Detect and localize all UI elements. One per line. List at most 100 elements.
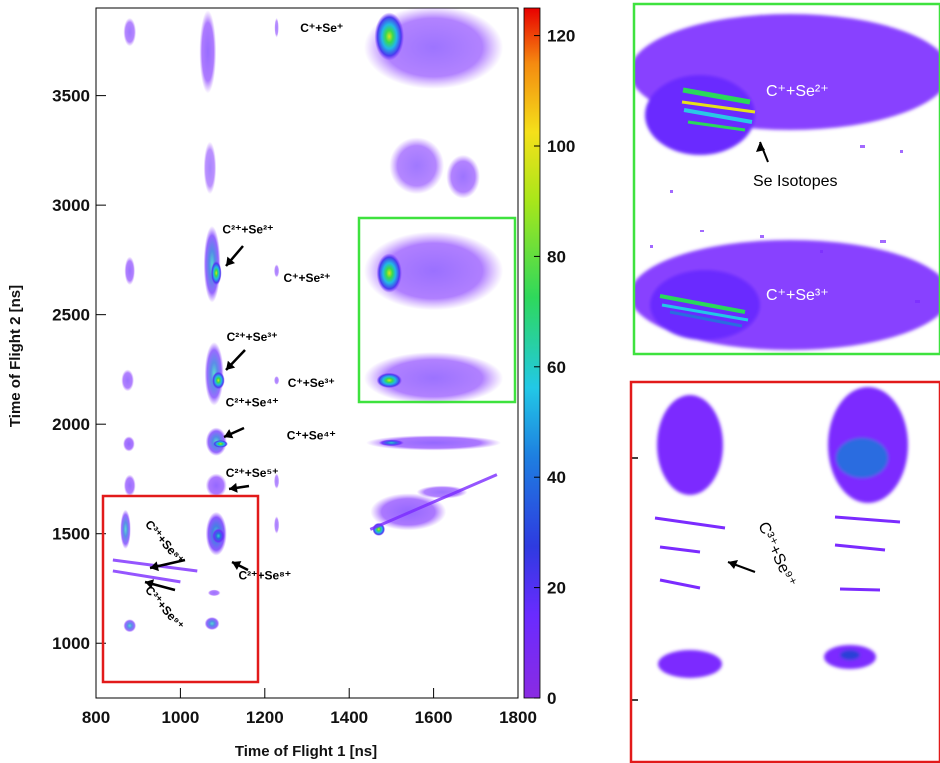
x-axis-label: Time of Flight 1 [ns] xyxy=(235,743,377,760)
inset-green-frame xyxy=(632,2,940,356)
heatmap-island xyxy=(274,376,280,385)
y-axis-label: Time of Flight 2 [ns] xyxy=(7,285,24,427)
heatmap-island xyxy=(363,351,504,405)
y-tick-label: 3500 xyxy=(52,87,90,106)
inset-green-band xyxy=(687,120,746,132)
heatmap-island xyxy=(204,342,224,406)
annotation-label: C⁺+Se³⁺ xyxy=(288,376,335,390)
annotation-label: C²⁺+Se²⁺ xyxy=(222,223,273,237)
y-tick-label: 3000 xyxy=(52,196,90,215)
annotation-arrowhead xyxy=(226,360,236,370)
inset-green-band xyxy=(681,100,756,114)
x-tick-label: 1600 xyxy=(415,708,453,727)
inset-red-streaks xyxy=(654,515,901,592)
inset-red-hot-spot xyxy=(836,438,888,478)
annotation-arrowhead xyxy=(232,561,242,571)
colorbar-tick-label: 120 xyxy=(547,27,575,46)
annotation-label: C⁺+Se²⁺ xyxy=(283,271,330,285)
heatmap-island xyxy=(416,485,468,499)
heatmap-island xyxy=(363,231,504,311)
x-tick-label: 1800 xyxy=(499,708,537,727)
heatmap-island xyxy=(123,474,136,497)
x-tick-label: 1000 xyxy=(161,708,199,727)
heatmap-island xyxy=(212,371,225,390)
green-zoom-box xyxy=(357,216,517,404)
heatmap-island xyxy=(274,17,279,38)
colorbar-tick-label: 0 xyxy=(547,689,556,708)
heatmap-island xyxy=(199,10,217,94)
y-tick-label: 1000 xyxy=(52,634,90,653)
x-tick-label: 1200 xyxy=(246,708,284,727)
inset-green-label-bottom: C⁺+Se³⁺ xyxy=(766,287,829,304)
inset-green-band xyxy=(659,294,746,314)
annotation-label: C²⁺+Se³⁺ xyxy=(227,330,278,344)
annotation-label: C²⁺+Se⁵⁺ xyxy=(226,466,279,480)
y-tick-label: 1500 xyxy=(52,525,90,544)
heatmap-island xyxy=(376,372,402,389)
heatmap-island xyxy=(123,17,137,47)
annotation-arrowhead xyxy=(224,429,234,439)
annotation-arrowhead xyxy=(150,561,159,572)
inset-red-blob-left-top xyxy=(657,395,723,495)
heatmap-island xyxy=(203,141,217,195)
colorbar-tick-label: 40 xyxy=(547,468,566,487)
heatmap-island xyxy=(204,616,220,631)
heatmap-island xyxy=(207,589,221,597)
colorbar-tick-label: 60 xyxy=(547,358,566,377)
annotation-label: C⁺+Se⁴⁺ xyxy=(287,429,336,443)
heatmap-island xyxy=(210,261,222,286)
annotation-arrowhead xyxy=(226,256,235,266)
x-axis-ticks: 800 1000 1200 1400 1600 1800 xyxy=(82,688,537,727)
heatmap-layer xyxy=(112,8,504,633)
heatmap-island xyxy=(274,473,280,489)
x-tick-label: 800 xyxy=(82,708,110,727)
inset-green-band xyxy=(683,108,753,124)
colorbar xyxy=(523,7,541,699)
red-zoom-box xyxy=(101,494,260,684)
inset-green: C⁺+Se²⁺ Se Isotopes C⁺+Se³⁺ xyxy=(632,2,940,356)
y-tick-label: 2500 xyxy=(52,306,90,325)
annotation-arrowhead xyxy=(145,579,155,589)
inset-green-arrowhead xyxy=(756,142,765,152)
heatmap-island xyxy=(121,369,134,392)
heatmap-island xyxy=(446,154,481,199)
heatmap-island xyxy=(123,619,137,633)
heatmap-island xyxy=(120,509,131,550)
inset-green-label-isotopes: Se Isotopes xyxy=(753,173,838,190)
annotation-label: C²⁺+Se⁸⁺ xyxy=(238,569,291,583)
colorbar-tick-label: 100 xyxy=(547,137,575,156)
heatmap-island xyxy=(205,473,227,498)
inset-red-blob-left-bottom xyxy=(658,650,722,678)
heatmap-streak xyxy=(112,569,181,584)
x-tick-label: 1400 xyxy=(330,708,368,727)
heatmap-island xyxy=(374,12,405,61)
inset-red-blob-right-bottom-core xyxy=(840,650,860,660)
heatmap-island xyxy=(124,256,136,286)
inset-red-frame xyxy=(629,380,940,763)
heatmap-island xyxy=(376,253,402,293)
inset-red: C³⁺+Se⁹⁺ xyxy=(629,380,940,763)
colorbar-tick-label: 20 xyxy=(547,579,566,598)
heatmap-island xyxy=(274,264,280,278)
inset-green-band xyxy=(661,303,749,322)
annotation-label: C²⁺+Se⁴⁺ xyxy=(226,396,279,410)
y-tick-label: 2000 xyxy=(52,415,90,434)
heatmap-island xyxy=(366,435,502,451)
heatmap-island xyxy=(389,137,445,195)
inset-green-speckle xyxy=(650,145,920,303)
heatmap-streak xyxy=(369,473,498,531)
heatmap-island xyxy=(274,516,280,534)
inset-green-blob-top-left xyxy=(645,75,755,155)
inset-green-band xyxy=(669,310,743,328)
inset-green-band xyxy=(682,87,751,105)
y-axis-ticks: 1000 1500 2000 2500 3000 3500 xyxy=(52,87,106,653)
heatmap-island xyxy=(378,439,405,447)
inset-red-arrowhead xyxy=(728,560,738,569)
annotation-arrowhead xyxy=(229,482,238,493)
inset-green-label-top: C⁺+Se²⁺ xyxy=(766,83,829,100)
inset-green-hot-bands xyxy=(659,87,756,328)
annotation-label: C⁺+Se⁺ xyxy=(300,21,343,35)
heatmap-island xyxy=(213,440,228,448)
colorbar-tick-label: 80 xyxy=(547,247,566,266)
